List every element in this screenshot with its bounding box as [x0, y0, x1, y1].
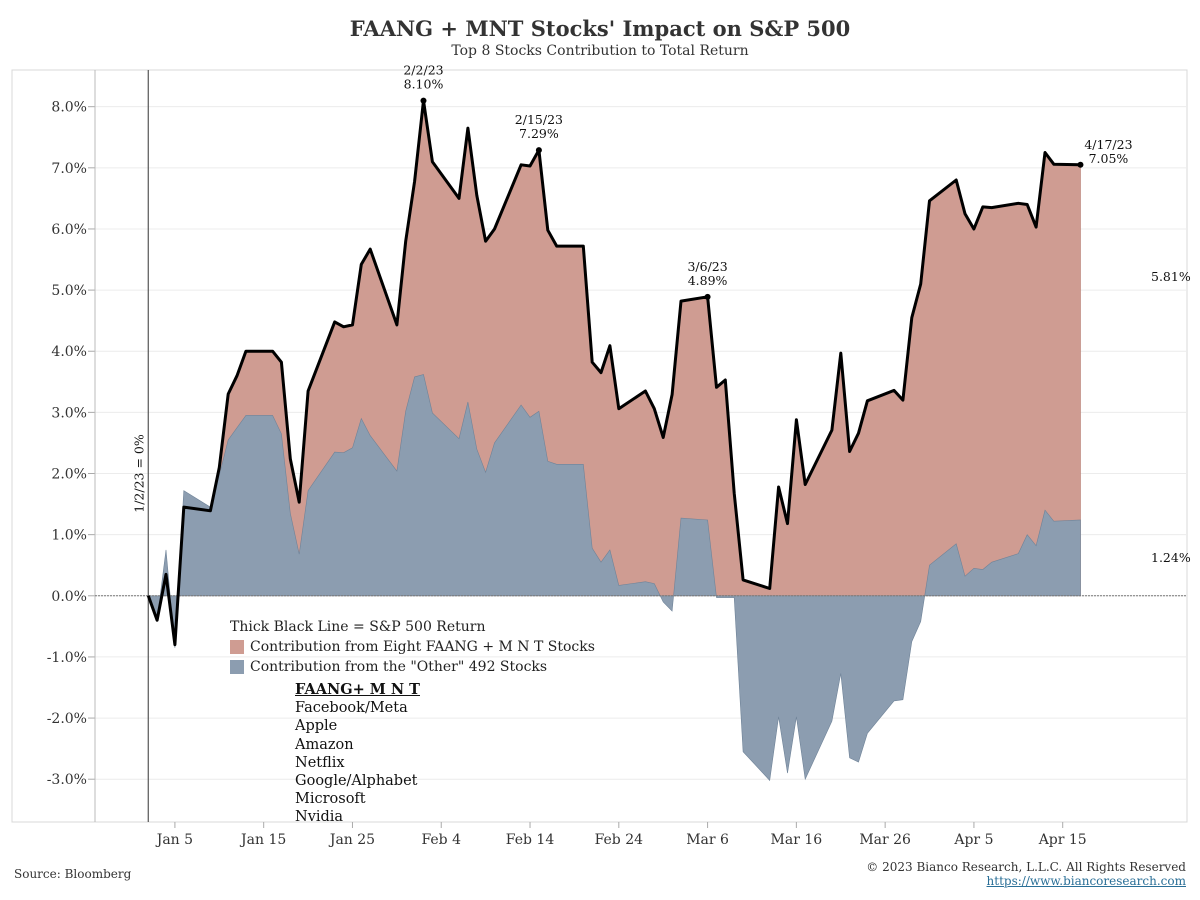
- stocks-list-header: FAANG+ M N T: [295, 681, 420, 698]
- stock-item: Google/Alphabet: [295, 773, 418, 790]
- legend: Thick Black Line = S&P 500 Return Contri…: [230, 617, 595, 677]
- x-tick-label: Jan 5: [155, 832, 193, 848]
- x-tick-label: Jan 25: [328, 832, 375, 848]
- x-tick-label: Mar 16: [771, 832, 823, 848]
- legend-other-label: Contribution from the "Other" 492 Stocks: [250, 659, 548, 675]
- legend-faang-item: Contribution from Eight FAANG + M N T St…: [230, 637, 595, 657]
- stock-item: Amazon: [295, 736, 354, 753]
- annotation-date: 3/6/23: [687, 259, 727, 274]
- annotation-point: [420, 97, 427, 104]
- legend-faang-label: Contribution from Eight FAANG + M N T St…: [250, 639, 595, 655]
- sp500-return-line: [146, 99, 1081, 647]
- annotation-date: 2/15/23: [515, 112, 563, 127]
- other-end-label: 1.24%: [1151, 550, 1191, 565]
- x-tick-label: Apr 5: [953, 832, 993, 848]
- start-date-label: 1/2/23 = 0%: [131, 434, 146, 513]
- copyright-block: © 2023 Bianco Research, L.L.C. All Right…: [866, 860, 1186, 888]
- y-tick-label: -2.0%: [47, 711, 87, 727]
- annotations: 2/2/238.10% 2/15/237.29% 3/6/234.89% 4/17/2…: [403, 63, 1132, 288]
- stock-item: Apple: [295, 718, 338, 735]
- annotation-value: 7.29%: [519, 126, 559, 141]
- y-tick-label: 6.0%: [51, 222, 87, 238]
- stock-item: Microsoft: [295, 791, 366, 808]
- legend-other-swatch: [230, 660, 244, 674]
- plot-frame: [11, 69, 1188, 823]
- legend-other-item: Contribution from the "Other" 492 Stocks: [230, 657, 595, 677]
- y-tick-label: 3.0%: [51, 405, 87, 421]
- x-tick-label: Feb 24: [595, 832, 644, 848]
- x-axis-ticks: Jan 5 Jan 15 Jan 25 Feb 4 Feb 14 Feb 24 Mar 6 M…: [155, 822, 1087, 848]
- chart-title: FAANG + MNT Stocks' Impact on S&P 500: [349, 16, 851, 41]
- y-tick-label: 0.0%: [51, 589, 87, 605]
- stocks-list: FAANG+ M N T Facebook/Meta Apple Amazon …: [295, 681, 420, 827]
- y-tick-label: 7.0%: [51, 161, 87, 177]
- x-tick-label: Jan 15: [239, 832, 286, 848]
- annotation-point: [1077, 161, 1084, 168]
- annotation-date: 2/2/23: [403, 63, 443, 78]
- faang-end-label: 5.81%: [1151, 269, 1191, 284]
- source-note: Source: Bloomberg: [14, 867, 132, 881]
- stock-item: Facebook/Meta: [295, 700, 408, 717]
- y-tick-label: -1.0%: [47, 650, 87, 666]
- other-contribution-area: [148, 374, 1081, 782]
- y-tick-label: 5.0%: [51, 283, 87, 299]
- x-tick-label: Mar 6: [686, 832, 729, 848]
- copyright-text: © 2023 Bianco Research, L.L.C. All Right…: [866, 860, 1186, 874]
- stock-item: Nvidia: [295, 809, 344, 826]
- y-tick-label: -3.0%: [47, 772, 87, 788]
- chart-subtitle: Top 8 Stocks Contribution to Total Retur…: [451, 43, 749, 59]
- stock-item: Netflix: [295, 754, 345, 771]
- y-tick-label: 2.0%: [51, 467, 87, 483]
- x-tick-label: Apr 15: [1038, 832, 1087, 848]
- x-tick-label: Feb 14: [506, 832, 555, 848]
- y-tick-label: 8.0%: [51, 100, 87, 116]
- sp500-points: [420, 97, 1084, 300]
- annotation-point: [704, 293, 711, 300]
- legend-line-label: Thick Black Line = S&P 500 Return: [230, 619, 486, 635]
- x-tick-label: Feb 4: [421, 832, 461, 848]
- annotation-point: [535, 147, 542, 154]
- legend-line-item: Thick Black Line = S&P 500 Return: [230, 617, 595, 637]
- annotation-value: 8.10%: [404, 77, 444, 92]
- y-axis-ticks: 8.0% 7.0% 6.0% 5.0% 4.0% 3.0% 2.0% 1.0% 0.0% -1.0…: [47, 70, 96, 822]
- annotation-value: 4.89%: [688, 273, 728, 288]
- y-tick-label: 1.0%: [51, 528, 87, 544]
- annotation-date: 4/17/23: [1084, 137, 1132, 152]
- y-tick-label: 4.0%: [51, 344, 87, 360]
- annotation-value: 7.05%: [1089, 151, 1129, 166]
- x-tick-label: Mar 26: [859, 832, 911, 848]
- legend-faang-swatch: [230, 640, 244, 654]
- website-link[interactable]: https://www.biancoresearch.com: [986, 874, 1186, 888]
